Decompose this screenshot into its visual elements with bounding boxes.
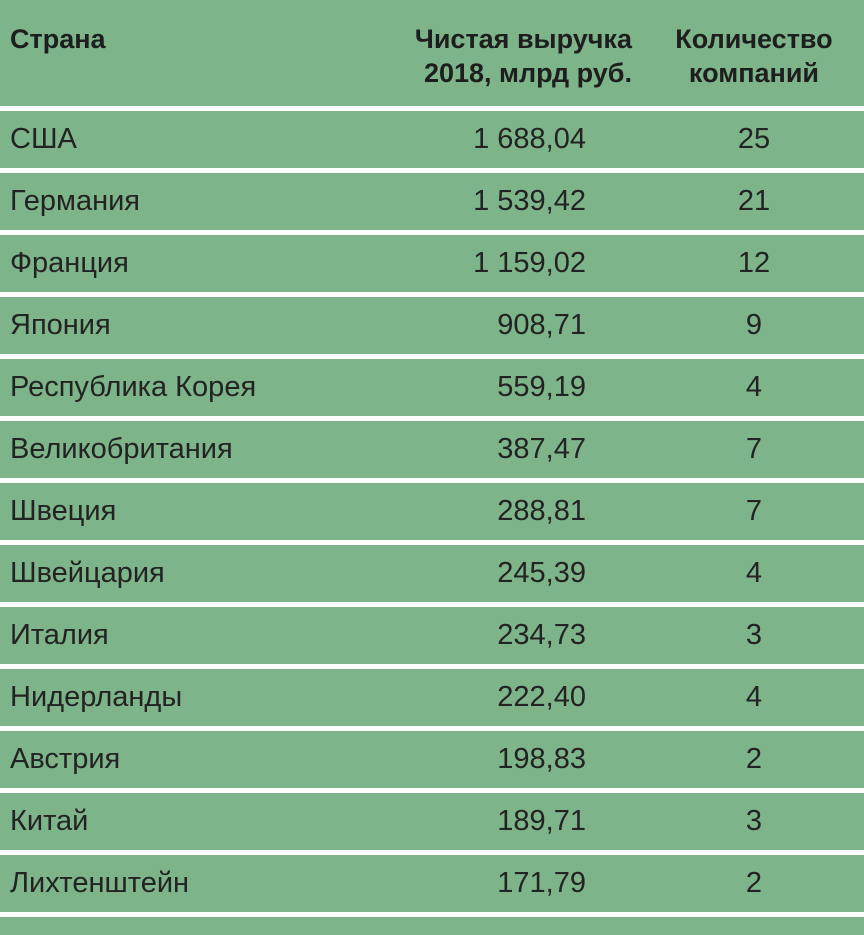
row-revenue-cell: 288,81: [379, 480, 644, 545]
table-row: Великобритания 387,47 7: [0, 418, 864, 483]
column-header-companies-line1: Количество: [675, 24, 833, 54]
table-row: Лихтенштейн 171,79 2: [0, 852, 864, 917]
row-country-cell: Швейцария: [0, 542, 380, 607]
column-header-revenue-line1: Чистая выручка: [414, 24, 632, 54]
row-country-cell: Великобритания: [0, 418, 380, 483]
table-row: Италия 234,73 3: [0, 604, 864, 669]
table-row: Швейцария 245,39 4: [0, 542, 864, 607]
row-companies-cell: 25: [643, 108, 864, 173]
table-row: Республика Корея 559,19 4: [0, 356, 864, 421]
row-companies-cell: 3: [643, 604, 864, 669]
row-revenue-cell: 1 159,02: [379, 232, 644, 297]
table-row: Китай 189,71 3: [0, 790, 864, 855]
table-row: Швеция 288,81 7: [0, 480, 864, 545]
row-country-cell: США: [0, 108, 380, 173]
row-revenue-cell: 559,19: [379, 356, 644, 421]
header-row: Страна Чистая выручка 2018, млрд руб. Ко…: [0, 0, 864, 111]
row-revenue-cell: 1 539,42: [379, 170, 644, 235]
row-country-cell: Лихтенштейн: [0, 852, 380, 917]
row-revenue-cell: 908,71: [379, 294, 644, 359]
row-country-cell: Швеция: [0, 480, 380, 545]
row-revenue-cell: 387,47: [379, 418, 644, 483]
table-body: США 1 688,04 25 Германия 1 539,42 21 Франция 1 …: [0, 108, 864, 917]
table-row: Франция 1 159,02 12: [0, 232, 864, 297]
row-companies-cell: 4: [643, 666, 864, 731]
table-row: Германия 1 539,42 21: [0, 170, 864, 235]
row-companies-cell: 9: [643, 294, 864, 359]
row-revenue-cell: 171,79: [379, 852, 644, 917]
table-row: Япония 908,71 9: [0, 294, 864, 359]
column-header-companies-line2: компаний: [688, 58, 820, 88]
table-row: США 1 688,04 25: [0, 108, 864, 173]
row-revenue-cell: 222,40: [379, 666, 644, 731]
column-header-country-label: Страна: [10, 24, 106, 54]
column-header-revenue: Чистая выручка 2018, млрд руб.: [379, 0, 644, 111]
table-row: Нидерланды 222,40 4: [0, 666, 864, 731]
column-header-companies: Количество компаний: [643, 0, 864, 111]
row-country-cell: Италия: [0, 604, 380, 669]
row-companies-cell: 7: [643, 480, 864, 545]
row-revenue-cell: 245,39: [379, 542, 644, 607]
row-country-cell: Республика Корея: [0, 356, 380, 421]
row-country-cell: Австрия: [0, 728, 380, 793]
column-header-country: Страна: [0, 0, 380, 111]
row-companies-cell: 4: [643, 356, 864, 421]
row-companies-cell: 2: [643, 728, 864, 793]
row-companies-cell: 7: [643, 418, 864, 483]
row-country-cell: Китай: [0, 790, 380, 855]
row-revenue-cell: 1 688,04: [379, 108, 644, 173]
row-revenue-cell: 234,73: [379, 604, 644, 669]
row-companies-cell: 21: [643, 170, 864, 235]
table-header: Страна Чистая выручка 2018, млрд руб. Ко…: [0, 0, 864, 111]
row-revenue-cell: 189,71: [379, 790, 644, 855]
row-country-cell: Германия: [0, 170, 380, 235]
row-country-cell: Япония: [0, 294, 380, 359]
row-companies-cell: 12: [643, 232, 864, 297]
row-companies-cell: 2: [643, 852, 864, 917]
partial-next-row: [0, 917, 864, 935]
row-country-cell: Франция: [0, 232, 380, 297]
table-row: Австрия 198,83 2: [0, 728, 864, 793]
row-revenue-cell: 198,83: [379, 728, 644, 793]
column-header-revenue-line2: 2018, млрд руб.: [423, 58, 632, 88]
row-country-cell: Нидерланды: [0, 666, 380, 731]
row-companies-cell: 3: [643, 790, 864, 855]
row-companies-cell: 4: [643, 542, 864, 607]
